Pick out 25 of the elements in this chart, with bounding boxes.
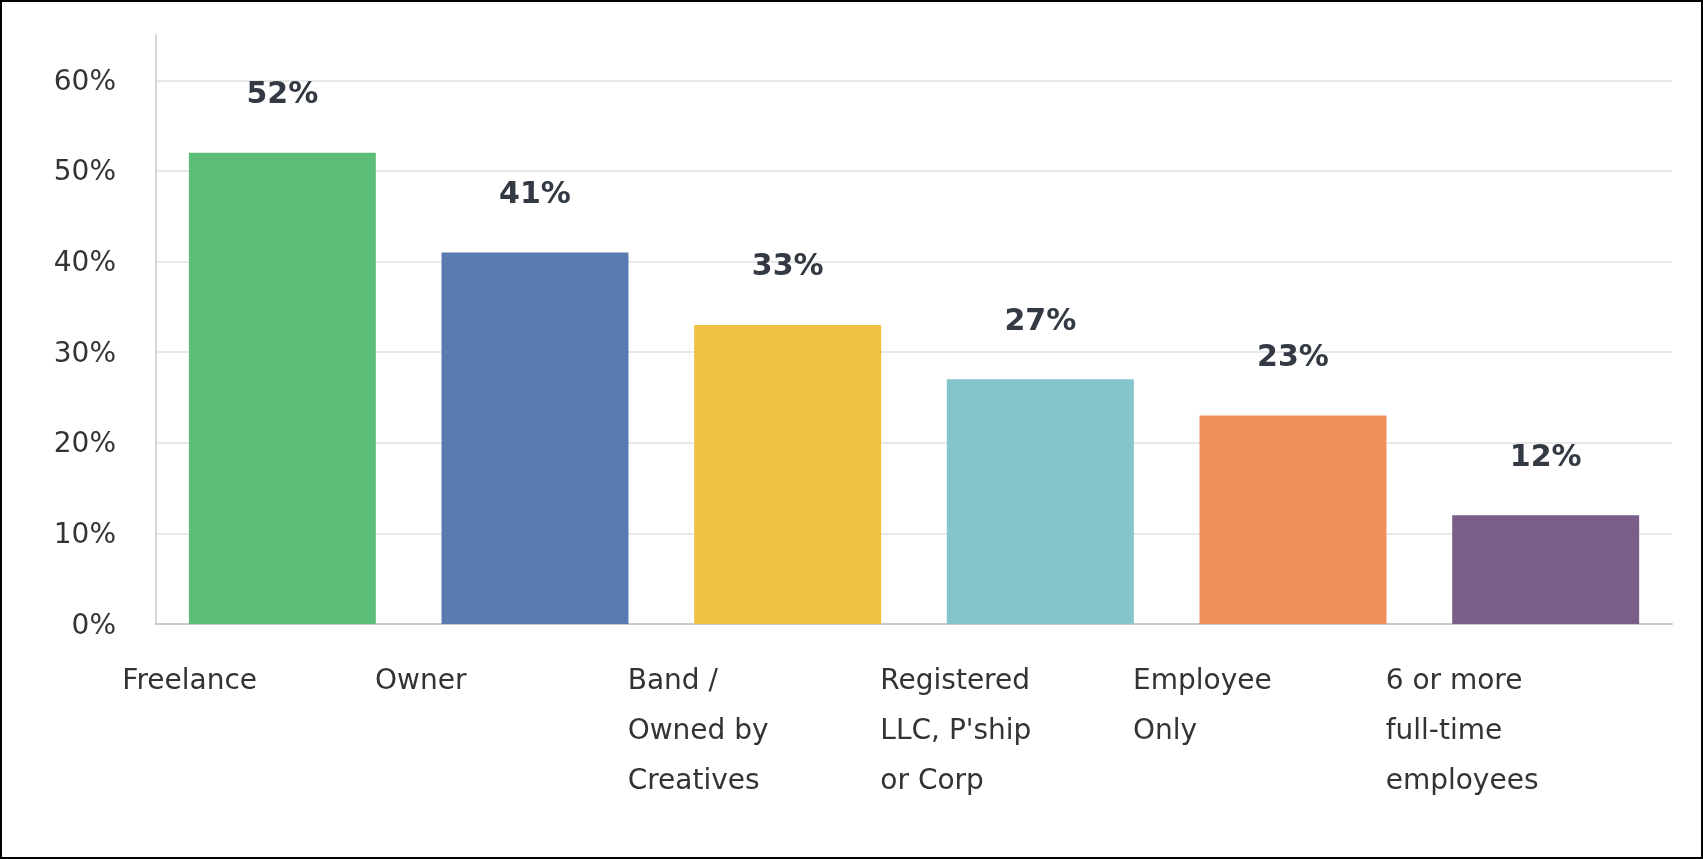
bar [946,379,1134,624]
x-tick-label: Owner [375,662,467,696]
x-tick-label: 6 or more full-time employees [1385,662,1539,796]
y-tick-label: 0% [71,607,116,641]
y-tick-label: 10% [53,516,116,550]
data-label: 33% [751,247,824,283]
data-label: 52% [246,75,319,111]
data-label: 12% [1509,437,1582,473]
data-label: 41% [499,174,571,210]
bar [1199,415,1387,624]
x-tick-label: Employee Only [1133,662,1281,746]
y-tick-label: 30% [53,335,116,369]
bar [1452,515,1640,624]
y-tick-label: 50% [53,154,116,188]
y-tick-label: 20% [53,426,116,460]
x-tick-label: Band / Owned by Creatives [627,662,778,796]
x-tick-label: Registered LLC, P'ship or Corp [880,662,1041,796]
y-tick-label: 40% [53,245,116,279]
data-label: 27% [1004,301,1077,337]
bar [441,252,629,624]
y-tick-label: 60% [53,63,116,97]
bar [694,324,882,624]
bar [188,152,376,624]
x-tick-label: Freelance [122,662,258,696]
data-label: 23% [1257,338,1329,374]
